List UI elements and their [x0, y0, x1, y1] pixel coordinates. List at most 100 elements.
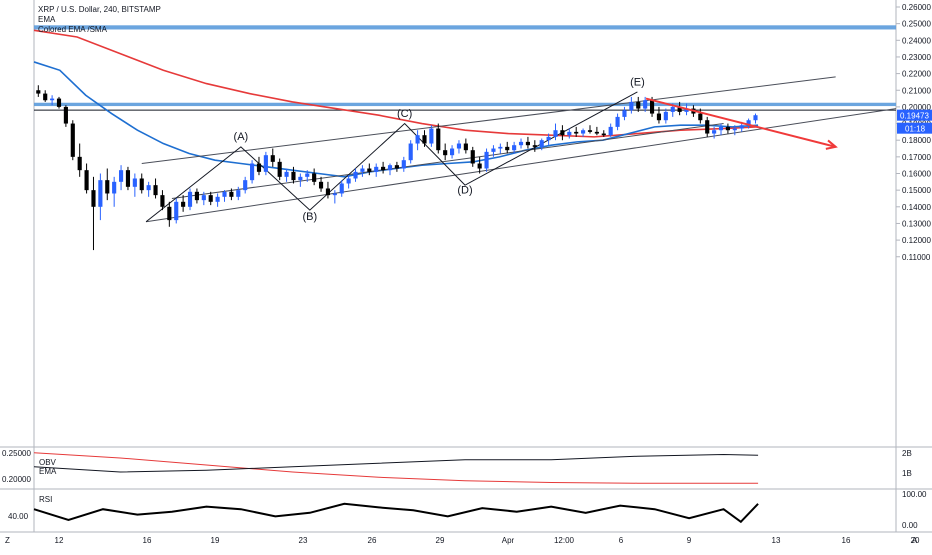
candle-body — [498, 146, 503, 149]
candle-body — [63, 106, 68, 124]
candle-body — [50, 98, 55, 101]
downtrend-arrow-head — [825, 139, 838, 150]
candle-body — [36, 90, 41, 94]
candle-body — [649, 100, 655, 114]
time-axis-label: 6 — [619, 536, 624, 545]
candle-body — [339, 183, 344, 194]
candle-body — [684, 108, 689, 112]
candle-body — [132, 178, 137, 187]
candle-body — [512, 145, 517, 151]
obv-label: OBV — [39, 458, 57, 467]
channel-bottom-line — [145, 108, 897, 223]
rsi-left-tick: 40.00 — [8, 512, 29, 521]
time-axis-label: 26 — [368, 536, 377, 545]
candle-body — [505, 146, 510, 151]
time-axis-label: 12 — [55, 536, 64, 545]
candle-body — [718, 126, 724, 131]
candle-body — [643, 100, 648, 109]
candle-body — [367, 168, 372, 172]
candle-body — [318, 181, 324, 189]
price-axis-label: 0.11000 — [902, 253, 931, 262]
candle-body — [608, 126, 613, 136]
price-tag-label: 0.19473 — [900, 112, 929, 121]
candle-body — [70, 123, 75, 157]
candle-body — [615, 116, 620, 127]
candle-body — [456, 143, 462, 149]
wave-label-b: (B) — [303, 211, 318, 223]
time-axis-label: 16 — [842, 536, 851, 545]
candle-body — [222, 191, 227, 197]
candle-body — [118, 170, 124, 182]
downtrend-arrow-line — [645, 97, 836, 148]
rsi-label: RSI — [39, 495, 52, 504]
candle-body — [360, 168, 365, 172]
resistance-zone — [34, 25, 896, 30]
wave-label-d: (D) — [457, 184, 472, 196]
obv-left-tick: 0.25000 — [2, 449, 31, 458]
candle-body — [236, 190, 241, 197]
candle-body — [705, 120, 710, 134]
time-tag-label: 01:18 — [905, 125, 926, 134]
obv-line — [33, 453, 759, 473]
candle-body — [312, 173, 317, 182]
candle-body — [574, 131, 579, 134]
candle-body — [560, 130, 565, 136]
candle-body — [594, 131, 599, 134]
candle-body — [77, 156, 82, 171]
price-axis-label: 0.23000 — [902, 53, 931, 62]
candle-body — [394, 165, 399, 169]
price-axis-label: 0.20000 — [902, 103, 931, 112]
candle-body — [291, 171, 296, 181]
time-axis-label: 23 — [299, 536, 308, 545]
price-axis-label: 0.17000 — [902, 153, 931, 162]
candle-body — [332, 193, 337, 196]
wave-label-e: (E) — [630, 76, 645, 88]
candle-body — [518, 141, 524, 146]
time-axis-label: 13 — [772, 536, 781, 545]
candle-body — [305, 173, 310, 177]
candle-body — [553, 130, 558, 137]
study-ema-label: EMA — [38, 15, 56, 24]
candle-body — [725, 126, 730, 131]
candle-body — [43, 93, 48, 101]
candle-body — [208, 195, 213, 202]
candle-body — [381, 166, 386, 171]
price-axis-label: 0.22000 — [902, 70, 931, 79]
candle-body — [539, 140, 544, 147]
candle-body — [746, 120, 751, 126]
corner-right-label: A — [912, 536, 918, 545]
candle-body — [187, 191, 193, 207]
candle-body — [91, 190, 96, 207]
candle-body — [663, 111, 668, 121]
candle-body — [84, 170, 89, 191]
price-axis-label: 0.12000 — [902, 236, 931, 245]
time-axis-label: 20 — [911, 536, 920, 545]
time-axis-label: Apr — [502, 536, 515, 545]
candle-body — [477, 163, 482, 169]
chart-legend: XRP / U.S. Dollar, 240, BITSTAMP EMA Col… — [38, 5, 161, 35]
candle-body — [256, 163, 262, 172]
obv-ema-label: EMA — [39, 467, 57, 476]
time-axis-label: 19 — [211, 536, 220, 545]
time-axis-label: 16 — [143, 536, 152, 545]
obv-right-tick: 2B — [902, 449, 912, 458]
candle-body — [270, 155, 275, 162]
study-colored-ema-label: Colored EMA /SMA — [38, 25, 107, 34]
candle-body — [298, 176, 303, 181]
candle-body — [153, 185, 158, 196]
resistance-zone — [34, 102, 896, 107]
obv-ema-line — [33, 452, 759, 484]
candle-body — [587, 130, 593, 132]
candle-body — [215, 196, 220, 202]
wave-path-line — [145, 91, 638, 223]
candle-body — [243, 180, 248, 191]
price-axis-label: 0.24000 — [902, 36, 931, 45]
candle-body — [387, 165, 393, 171]
time-tag — [897, 122, 932, 134]
candle-body — [167, 206, 172, 221]
price-axis-label: 0.25000 — [902, 20, 931, 29]
candle-body — [656, 113, 662, 121]
price-axis-label: 0.18000 — [902, 136, 931, 145]
